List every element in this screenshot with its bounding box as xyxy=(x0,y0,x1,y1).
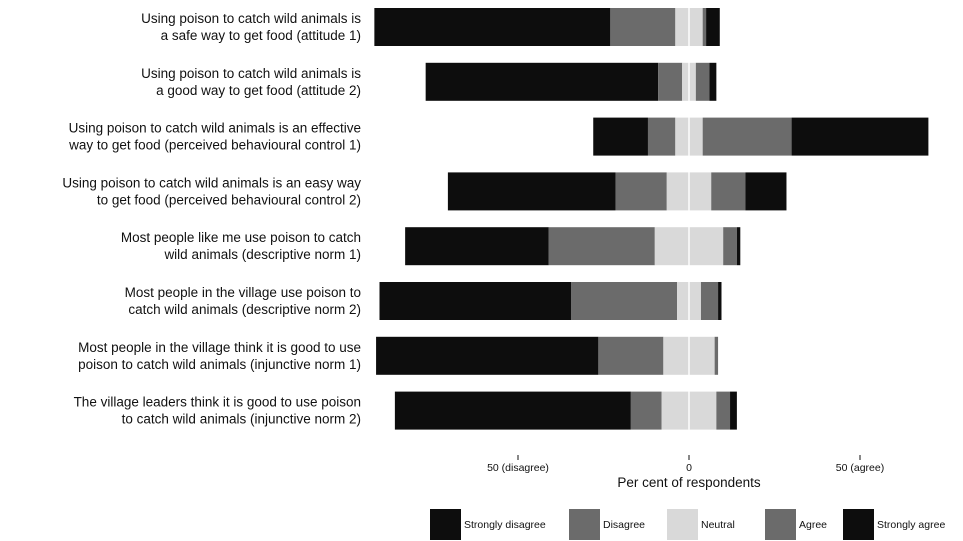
bar-segment xyxy=(695,62,710,101)
x-axis-title: Per cent of respondents xyxy=(617,475,761,490)
legend-label: Agree xyxy=(799,519,827,531)
legend-label: Strongly agree xyxy=(877,519,945,531)
legend-swatch xyxy=(430,509,461,540)
bar-segment xyxy=(405,227,549,266)
bar-segment xyxy=(716,391,731,430)
bar-segment xyxy=(706,8,720,46)
legend-swatch xyxy=(569,509,600,540)
legend-label: Disagree xyxy=(603,519,645,531)
bar-segment xyxy=(598,336,664,375)
legend-swatch xyxy=(843,509,874,540)
category-labels: Using poison to catch wild animals is a s… xyxy=(62,11,361,427)
legend-swatch xyxy=(667,509,698,540)
legend-label: Strongly disagree xyxy=(464,519,546,531)
category-label-line: Using poison to catch wild animals is an… xyxy=(62,175,361,190)
category-label: The village leaders think it is good to … xyxy=(74,395,361,427)
category-label-line: catch wild animals (descriptive norm 2) xyxy=(128,302,361,317)
bar-segment xyxy=(723,227,737,266)
category-label: Using poison to catch wild animals is a g… xyxy=(141,66,361,98)
bar-segment xyxy=(714,336,719,375)
bar-segment xyxy=(630,391,662,430)
category-label-line: a good way to get food (attitude 2) xyxy=(156,83,361,98)
category-label-line: wild animals (descriptive norm 1) xyxy=(163,247,361,262)
bar-segment xyxy=(791,117,929,156)
bar-segment xyxy=(736,227,741,266)
bar-segment xyxy=(374,8,611,46)
category-label-line: Using poison to catch wild animals is xyxy=(141,66,361,81)
category-label: Most people in the village use poison to… xyxy=(125,285,361,317)
x-tick-label: 0 xyxy=(686,462,692,474)
bar-segment xyxy=(379,282,572,320)
plot-area xyxy=(374,8,929,430)
bar-segment xyxy=(702,117,792,156)
bar-segment xyxy=(425,62,659,101)
category-label-line: Most people in the village use poison to xyxy=(125,285,361,300)
bar-segment xyxy=(376,336,599,375)
bar-segment xyxy=(548,227,655,266)
category-label-line: to catch wild animals (injunctive norm 2… xyxy=(122,412,361,427)
bar-segment xyxy=(700,282,719,320)
bar-segment xyxy=(702,8,707,46)
category-label-line: Using poison to catch wild animals is an… xyxy=(69,121,361,136)
legend: Strongly disagree Disagree Neutral Agree Str… xyxy=(430,509,945,540)
bar-segment xyxy=(394,391,631,430)
bar-segment xyxy=(615,172,667,211)
category-label: Using poison to catch wild animals is a s… xyxy=(141,11,361,43)
x-axis: 50 (disagree) 0 50 (agree) xyxy=(487,8,884,474)
bar-segment xyxy=(711,172,746,211)
category-label-line: Most people in the village think it is g… xyxy=(78,340,361,355)
category-label-line: poison to catch wild animals (injunctive… xyxy=(78,357,361,372)
bar-segment xyxy=(571,282,678,320)
bar-segment xyxy=(593,117,648,156)
category-label-line: Most people like me use poison to catch xyxy=(121,230,361,245)
x-tick-label: 50 (disagree) xyxy=(487,462,549,474)
category-label-line: way to get food (perceived behavioural c… xyxy=(68,138,361,153)
category-label: Using poison to catch wild animals is an… xyxy=(62,175,361,207)
category-label-line: a safe way to get food (attitude 1) xyxy=(161,28,361,43)
bar-segment xyxy=(730,391,737,430)
bar-segment xyxy=(610,8,676,46)
category-label: Using poison to catch wild animals is an… xyxy=(68,121,361,153)
x-tick-label: 50 (agree) xyxy=(836,462,884,474)
category-label-line: to get food (perceived behavioural contr… xyxy=(97,192,361,207)
bar-segment xyxy=(447,172,616,211)
bar-segment xyxy=(718,282,722,320)
bar-segment xyxy=(709,62,717,101)
bar-segment xyxy=(658,62,683,101)
bar-segment xyxy=(745,172,787,211)
category-label-line: The village leaders think it is good to … xyxy=(74,395,361,410)
category-label-line: Using poison to catch wild animals is xyxy=(141,11,361,26)
legend-swatch xyxy=(765,509,796,540)
bar-segment xyxy=(647,117,676,156)
category-label: Most people like me use poison to catch w… xyxy=(121,230,361,262)
category-label: Most people in the village think it is g… xyxy=(78,340,361,372)
legend-label: Neutral xyxy=(701,519,735,531)
